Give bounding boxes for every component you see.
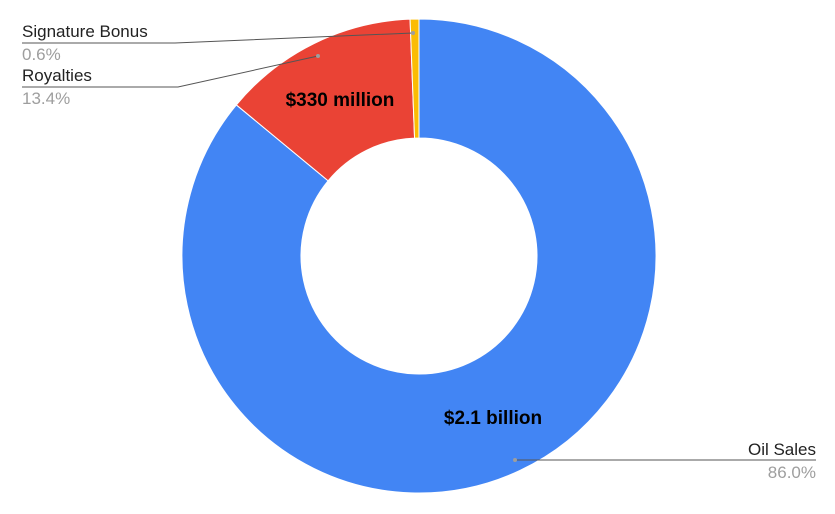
slice-royalties (235, 18, 416, 182)
leader-line-royalties (22, 55, 319, 88)
slice-signature-bonus (409, 18, 420, 139)
leader-dot-royalties (316, 54, 320, 58)
slices (181, 18, 657, 494)
leader-line-signature-bonus (22, 32, 414, 44)
label-oil-sales-percent: 86.0% (768, 463, 816, 482)
leader-lines (22, 31, 816, 462)
inside-label-royalties: $330 million (286, 90, 395, 111)
label-oil-sales-name: Oil Sales (748, 440, 816, 459)
leader-dot-signature-bonus (411, 31, 415, 35)
leader-dot-oil-sales (513, 458, 517, 462)
label-signature-bonus-percent: 0.6% (22, 45, 61, 64)
slice-oil-sales (181, 18, 657, 494)
label-royalties-percent: 13.4% (22, 89, 70, 108)
label-signature-bonus-name: Signature Bonus (22, 22, 148, 41)
slice-labels: Signature Bonus 0.6% Royalties 13.4% Oil… (22, 22, 816, 482)
inside-label-oil-sales: $2.1 billion (444, 408, 542, 429)
label-royalties-name: Royalties (22, 66, 92, 85)
